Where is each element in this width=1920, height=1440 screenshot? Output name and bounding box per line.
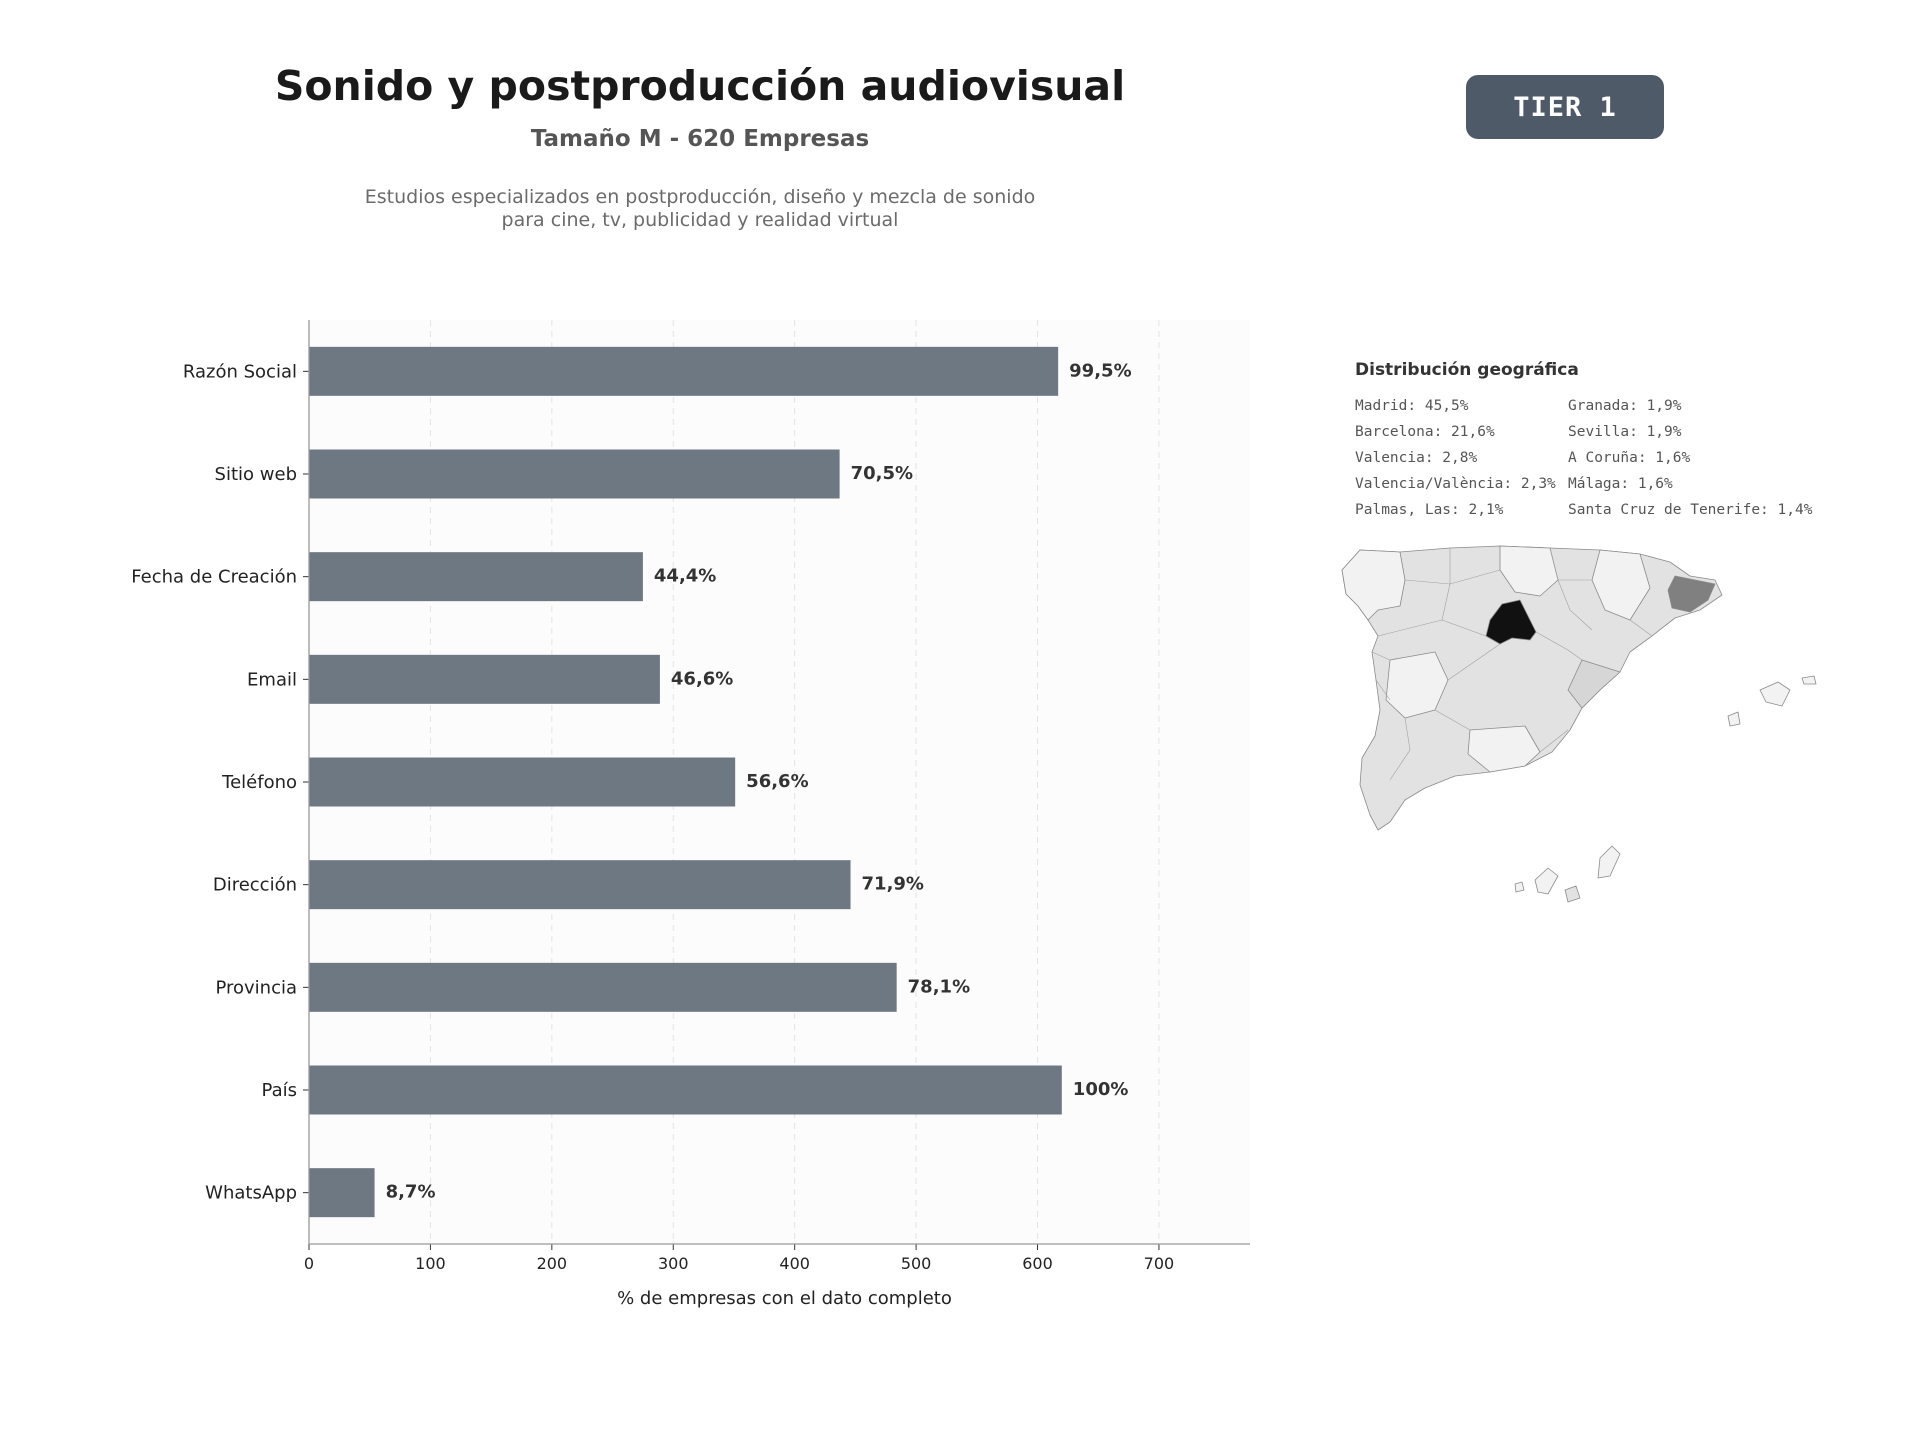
map-galicia <box>1341 549 1406 621</box>
chart-title: Sonido y postproducción audiovisual <box>274 62 1126 110</box>
bar <box>309 654 660 704</box>
map-baleares-mallorca <box>1759 681 1791 707</box>
bar <box>309 449 840 499</box>
map-baleares-menorca <box>1801 675 1817 685</box>
geo-entry: Santa Cruz de Tenerife: 1,4% <box>1568 502 1813 518</box>
bar <box>309 346 1059 396</box>
map-canarias-3 <box>1564 885 1581 903</box>
description-line-1: Estudios especializados en postproducció… <box>364 186 1036 208</box>
map-canarias-4 <box>1514 881 1525 893</box>
map-canarias-1 <box>1597 845 1621 879</box>
bar <box>309 1168 375 1218</box>
bar <box>309 757 736 807</box>
bar-chart: 0 100 200 300 400 500 600 700 Razón Social 99,5% S… <box>131 320 1250 1309</box>
geo-entry: A Coruña: 1,6% <box>1568 450 1691 466</box>
y-tick-label: Fecha de Creación <box>131 567 297 588</box>
data-label: 46,6% <box>671 668 733 689</box>
data-label: 8,7% <box>386 1182 436 1203</box>
geo-entry: Valencia/València: 2,3% <box>1355 476 1556 492</box>
map-canarias-2 <box>1534 867 1559 895</box>
map-levante <box>1567 659 1621 709</box>
tier-badge: TIER 1 <box>1466 75 1664 139</box>
x-axis-label: % de empresas con el dato completo <box>617 1288 952 1309</box>
data-label: 78,1% <box>908 976 970 997</box>
x-tick-label: 500 <box>901 1254 932 1273</box>
x-tick-label: 0 <box>304 1254 314 1273</box>
geo-entry: Málaga: 1,6% <box>1568 476 1673 492</box>
bar <box>309 962 897 1012</box>
data-label: 71,9% <box>862 874 924 895</box>
geo-entry: Barcelona: 21,6% <box>1355 424 1495 440</box>
x-tick-label: 100 <box>415 1254 446 1273</box>
bar <box>309 552 643 602</box>
map-barcelona <box>1667 575 1716 613</box>
data-label: 100% <box>1073 1079 1129 1100</box>
y-tick-label: Teléfono <box>221 772 297 793</box>
geo-entry: Madrid: 45,5% <box>1355 398 1469 414</box>
data-label: 44,4% <box>654 566 716 587</box>
bar <box>309 860 851 910</box>
geo-entry: Palmas, Las: 2,1% <box>1355 502 1504 518</box>
map-baleares-ibiza <box>1727 711 1741 727</box>
y-tick-label: País <box>262 1080 297 1101</box>
map-madrid <box>1485 599 1537 645</box>
data-label: 56,6% <box>746 771 808 792</box>
x-tick-label: 700 <box>1144 1254 1175 1273</box>
map-south-light <box>1467 725 1541 773</box>
y-tick-label: Dirección <box>213 875 297 896</box>
y-tick-label: Provincia <box>215 977 297 998</box>
chart-subtitle: Tamaño M - 620 Empresas <box>530 126 870 152</box>
geo-distribution-title: Distribución geográfica <box>1355 360 1579 380</box>
geo-entry: Valencia: 2,8% <box>1355 450 1478 466</box>
x-tick-label: 400 <box>779 1254 810 1273</box>
y-tick-label: WhatsApp <box>205 1183 297 1204</box>
x-tick-label: 300 <box>658 1254 689 1273</box>
data-label: 99,5% <box>1069 360 1131 381</box>
y-tick-label: Sitio web <box>215 464 297 485</box>
geo-entry: Granada: 1,9% <box>1568 398 1682 414</box>
bar <box>309 1065 1062 1115</box>
x-tick-label: 200 <box>537 1254 568 1273</box>
chart-description: Estudios especializados en postproducció… <box>180 186 1220 232</box>
map-province-borders <box>1371 547 1653 781</box>
description-line-2: para cine, tv, publicidad y realidad vir… <box>501 209 899 231</box>
x-tick-label: 600 <box>1022 1254 1053 1273</box>
geo-entry: Sevilla: 1,9% <box>1568 424 1682 440</box>
y-tick-label: Email <box>247 669 297 690</box>
y-tick-label: Razón Social <box>183 361 297 382</box>
spain-province-map <box>1341 545 1817 903</box>
data-label: 70,5% <box>851 463 913 484</box>
